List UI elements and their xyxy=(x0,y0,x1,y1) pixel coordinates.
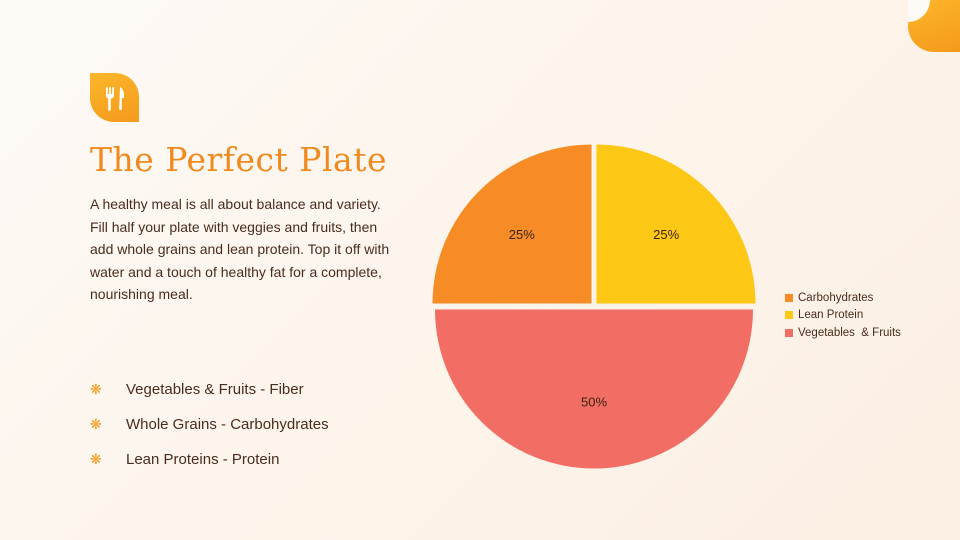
asterisk-flower-icon: ❋ xyxy=(90,451,102,467)
fork-knife-icon xyxy=(105,86,124,111)
bullet-list: ❋ Vegetables & Fruits - Fiber ❋ Whole Gr… xyxy=(90,372,329,477)
data-label: 25% xyxy=(509,227,535,242)
legend-item-vegetables-fruits: Vegetables & Fruits xyxy=(785,324,901,342)
bullet-text: Whole Grains - Carbohydrates xyxy=(126,416,329,433)
data-label: 25% xyxy=(653,227,679,242)
bullet-item: ❋ Lean Proteins - Protein xyxy=(90,442,329,477)
pie-slice-vegetables-fruits xyxy=(434,309,753,469)
bullet-item: ❋ Vegetables & Fruits - Fiber xyxy=(90,372,329,407)
bullet-text: Vegetables & Fruits - Fiber xyxy=(126,381,304,398)
bullet-item: ❋ Whole Grains - Carbohydrates xyxy=(90,407,329,442)
slide-description: A healthy meal is all about balance and … xyxy=(90,196,390,302)
slide-title: The Perfect Plate xyxy=(90,140,388,179)
legend-label: Vegetables & Fruits xyxy=(798,326,901,339)
legend-item-carbohydrates: Carbohydrates xyxy=(785,289,901,307)
chart-legend: Carbohydrates Lean Protein Vegetables & … xyxy=(785,289,901,342)
legend-item-lean-protein: Lean Protein xyxy=(785,307,901,325)
asterisk-flower-icon: ❋ xyxy=(90,381,102,397)
logo-badge xyxy=(90,73,139,122)
corner-decoration xyxy=(908,0,960,52)
legend-label: Lean Protein xyxy=(798,309,864,322)
pie-slice-carbohydrates xyxy=(432,144,592,304)
legend-swatch xyxy=(785,293,793,302)
asterisk-flower-icon: ❋ xyxy=(90,416,102,432)
pie-slice-lean-protein xyxy=(596,144,756,304)
legend-swatch xyxy=(785,328,793,337)
legend-swatch xyxy=(785,311,793,320)
bullet-text: Lean Proteins - Protein xyxy=(126,451,280,468)
data-label: 50% xyxy=(581,395,607,410)
legend-label: Carbohydrates xyxy=(798,291,874,304)
